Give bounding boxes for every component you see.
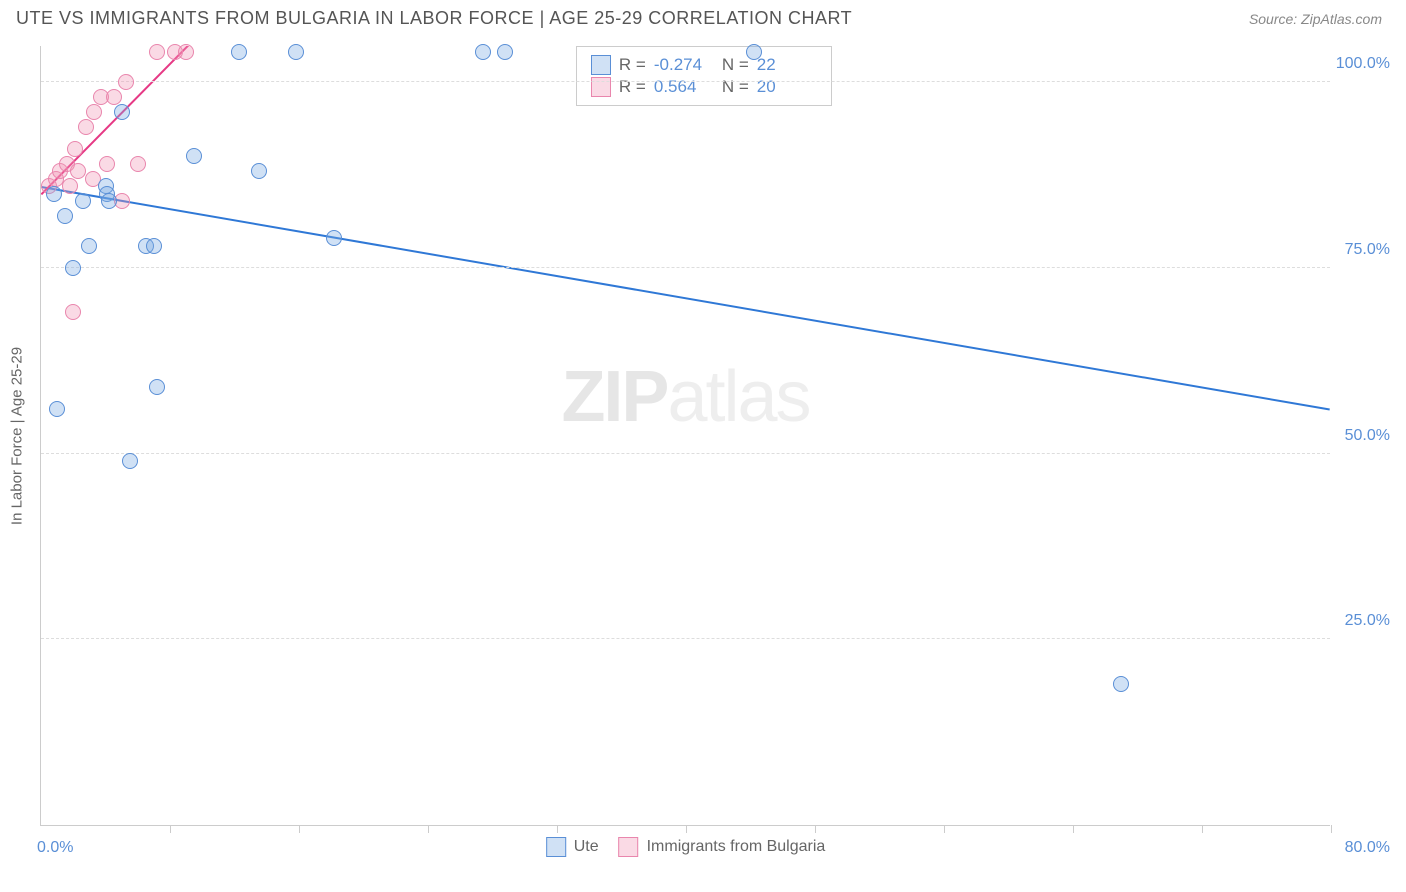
scatter-point: [114, 104, 130, 120]
scatter-point: [62, 178, 78, 194]
x-tick: [686, 825, 687, 833]
watermark-light: atlas: [667, 357, 809, 437]
n-value-pink: 20: [757, 77, 817, 97]
plot-area: ZIPatlas R = -0.274 N = 22 R = 0.564 N =…: [40, 46, 1330, 826]
x-tick: [557, 825, 558, 833]
swatch-blue: [546, 837, 566, 857]
scatter-point: [149, 44, 165, 60]
legend-row-blue: R = -0.274 N = 22: [591, 55, 817, 75]
y-tick-label: 50.0%: [1345, 427, 1390, 445]
scatter-point: [130, 156, 146, 172]
x-tick: [815, 825, 816, 833]
scatter-point: [497, 44, 513, 60]
y-tick-label: 25.0%: [1345, 612, 1390, 630]
scatter-point: [122, 453, 138, 469]
scatter-point: [81, 238, 97, 254]
n-label: N =: [722, 55, 749, 75]
legend-label-blue: Ute: [574, 838, 599, 856]
r-value-blue: -0.274: [654, 55, 714, 75]
grid-line: [41, 638, 1330, 639]
n-value-blue: 22: [757, 55, 817, 75]
scatter-point: [149, 379, 165, 395]
y-axis-label: In Labor Force | Age 25-29: [9, 346, 26, 524]
trend-line: [41, 187, 1329, 410]
grid-line: [41, 267, 1330, 268]
r-label: R =: [619, 55, 646, 75]
scatter-point: [106, 89, 122, 105]
series-legend: Ute Immigrants from Bulgaria: [546, 837, 826, 857]
trend-lines-svg: [41, 46, 1330, 825]
scatter-point: [178, 44, 194, 60]
n-label: N =: [722, 77, 749, 97]
x-tick: [1331, 825, 1332, 833]
legend-label-pink: Immigrants from Bulgaria: [647, 838, 826, 856]
scatter-point: [326, 230, 342, 246]
swatch-blue: [591, 55, 611, 75]
scatter-point: [101, 193, 117, 209]
scatter-point: [86, 104, 102, 120]
scatter-point: [146, 238, 162, 254]
grid-line: [41, 453, 1330, 454]
scatter-point: [1113, 676, 1129, 692]
r-label: R =: [619, 77, 646, 97]
x-tick: [1202, 825, 1203, 833]
scatter-point: [231, 44, 247, 60]
chart-wrap: ZIPatlas R = -0.274 N = 22 R = 0.564 N =…: [40, 46, 1390, 826]
scatter-point: [251, 163, 267, 179]
x-tick: [428, 825, 429, 833]
y-tick-label: 100.0%: [1336, 55, 1390, 73]
scatter-point: [475, 44, 491, 60]
scatter-point: [118, 74, 134, 90]
watermark: ZIPatlas: [561, 356, 809, 438]
legend-row-pink: R = 0.564 N = 20: [591, 77, 817, 97]
chart-title: UTE VS IMMIGRANTS FROM BULGARIA IN LABOR…: [16, 8, 852, 29]
x-tick: [299, 825, 300, 833]
scatter-point: [67, 141, 83, 157]
scatter-point: [75, 193, 91, 209]
y-tick-label: 75.0%: [1345, 241, 1390, 259]
scatter-point: [57, 208, 73, 224]
x-tick: [1073, 825, 1074, 833]
x-tick: [170, 825, 171, 833]
swatch-pink: [619, 837, 639, 857]
scatter-point: [65, 260, 81, 276]
x-axis-end-label: 80.0%: [1345, 839, 1390, 857]
x-tick: [944, 825, 945, 833]
source-label: Source: ZipAtlas.com: [1249, 11, 1382, 27]
watermark-bold: ZIP: [561, 357, 667, 437]
scatter-point: [46, 186, 62, 202]
scatter-point: [288, 44, 304, 60]
scatter-point: [186, 148, 202, 164]
x-axis-start-label: 0.0%: [37, 839, 73, 857]
correlation-legend: R = -0.274 N = 22 R = 0.564 N = 20: [576, 46, 832, 106]
scatter-point: [65, 304, 81, 320]
scatter-point: [746, 44, 762, 60]
swatch-pink: [591, 77, 611, 97]
scatter-point: [49, 401, 65, 417]
legend-item-blue: Ute: [546, 837, 599, 857]
legend-item-pink: Immigrants from Bulgaria: [619, 837, 826, 857]
scatter-point: [78, 119, 94, 135]
r-value-pink: 0.564: [654, 77, 714, 97]
scatter-point: [99, 156, 115, 172]
grid-line: [41, 81, 1330, 82]
